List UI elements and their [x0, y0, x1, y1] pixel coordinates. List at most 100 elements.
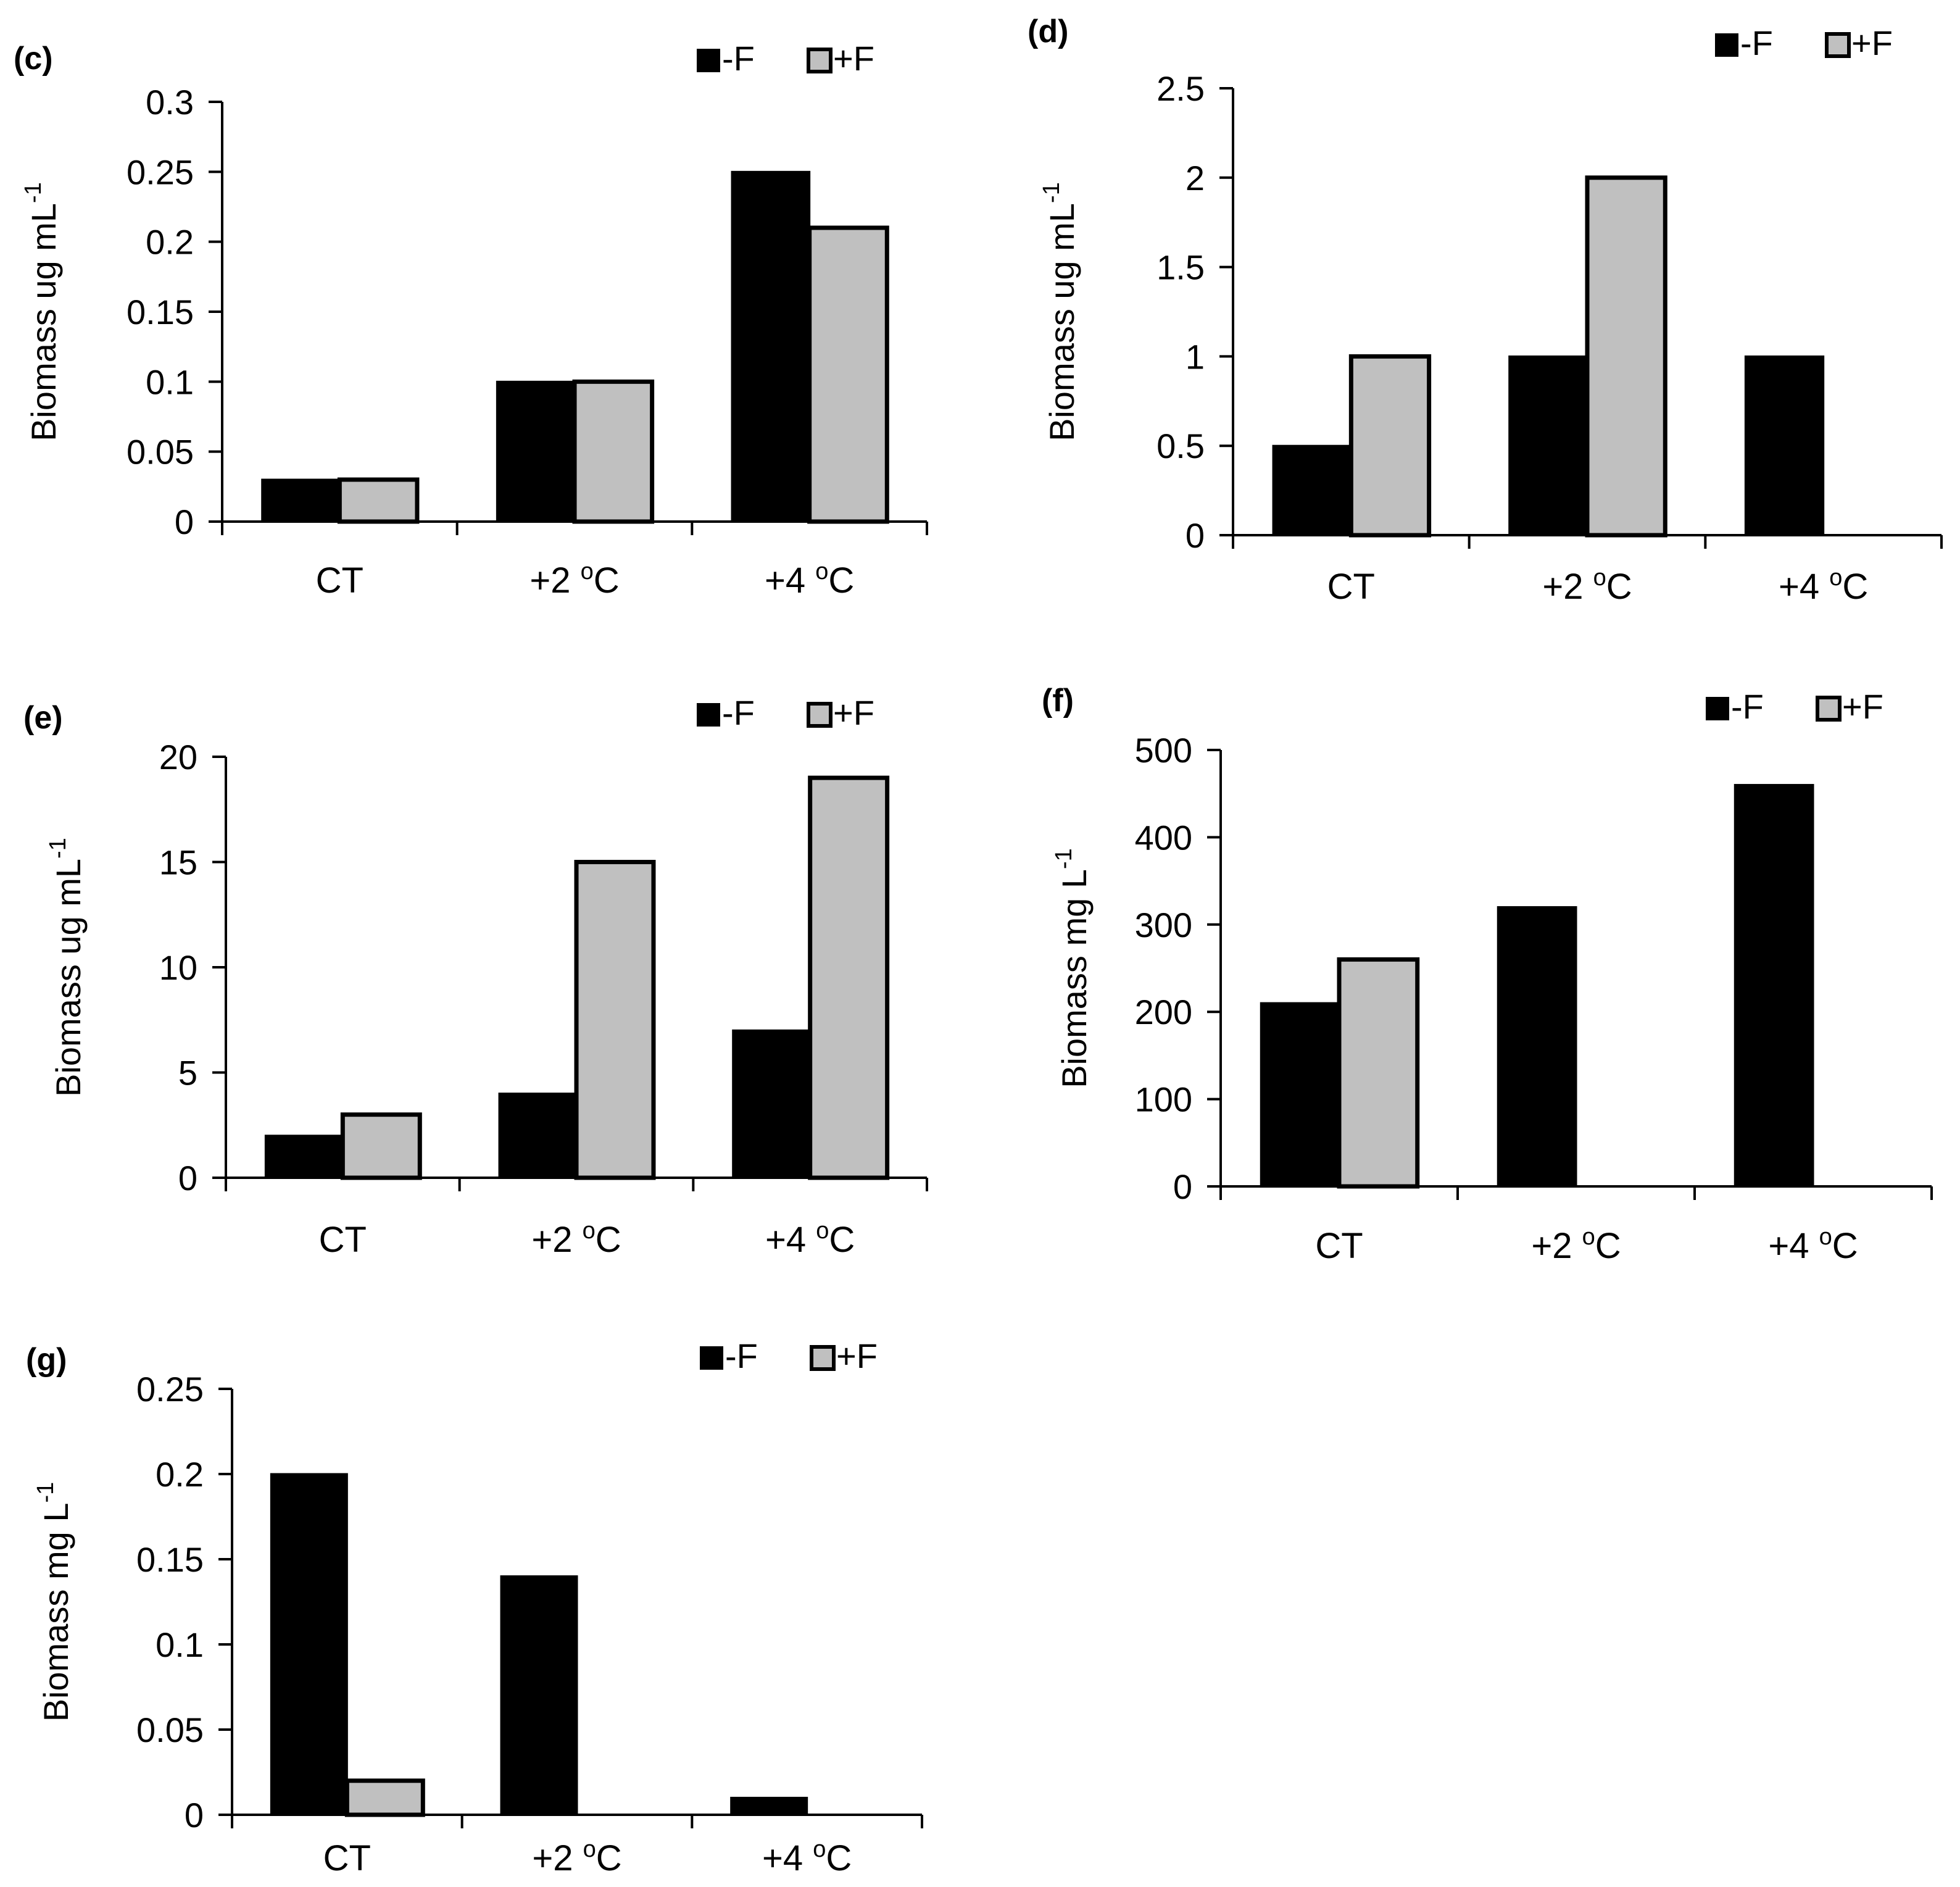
y-tick-label: 0.5	[1156, 427, 1205, 465]
y-tick-label: 2.5	[1156, 69, 1205, 108]
legend-swatch-minus-f	[697, 703, 720, 727]
legend-label: -F	[725, 1336, 758, 1375]
bar-plus-f-plus4	[807, 225, 889, 524]
bar-minus-f-plus4	[730, 1796, 808, 1816]
legend: -F +F	[1715, 23, 1893, 62]
panel-label: (g)	[26, 1342, 67, 1378]
bar-plus-f-plus4	[808, 775, 890, 1180]
category-label: +4 oC	[1779, 565, 1868, 607]
y-tick-label: 0.15	[136, 1540, 204, 1579]
bar-plus-f-ct	[340, 1112, 422, 1180]
panel-label: (e)	[23, 700, 63, 736]
y-tick-label: 0.25	[136, 1370, 204, 1409]
y-tick-label: 0	[1173, 1167, 1192, 1206]
legend-swatch-plus-f	[810, 1345, 836, 1371]
chart-panel-d: (d) CT +2 oC +4 oC 0 0.5 1 1.5 2 2.5 Biomass ug mL…	[1028, 14, 1943, 607]
legend-label: +F	[833, 693, 874, 732]
category-label: CT	[319, 1220, 367, 1260]
y-tick-label: 0	[1186, 516, 1205, 555]
y-tick-label: 0.05	[127, 433, 194, 472]
y-axis-label: Biomass ug mL-1	[1039, 182, 1081, 441]
bar-minus-f-plus4	[732, 1029, 812, 1179]
category-label: CT	[323, 1838, 371, 1878]
y-tick-label: 0.15	[127, 293, 194, 331]
legend: -F +F	[1706, 687, 1883, 726]
bar-minus-f-plus2	[1497, 906, 1577, 1188]
category-label: +2 oC	[531, 1218, 621, 1260]
legend-label: +F	[1851, 23, 1893, 62]
legend-label: +F	[833, 39, 874, 78]
category-label: +2 oC	[529, 559, 619, 601]
y-tick-label: 0.3	[146, 83, 194, 122]
bar-minus-f-plus4	[1744, 355, 1825, 536]
category-label: +4 oC	[762, 1836, 852, 1878]
legend-label: +F	[1842, 687, 1883, 726]
bar-minus-f-ct	[261, 478, 341, 523]
y-tick-label: 0	[175, 502, 194, 541]
y-tick-label: 0.2	[156, 1455, 204, 1494]
legend-swatch-plus-f	[1825, 32, 1851, 58]
panel-label: (f)	[1042, 683, 1074, 719]
category-label: +2 oC	[1531, 1224, 1621, 1266]
category-label: CT	[316, 560, 363, 601]
y-tick-label: 15	[159, 843, 197, 882]
y-tick-label: 0.05	[136, 1710, 204, 1749]
y-tick-label: 2	[1186, 159, 1205, 198]
legend-swatch-plus-f	[807, 48, 833, 73]
bar-minus-f-ct	[264, 1135, 344, 1179]
category-label: +2 oC	[1542, 565, 1632, 607]
category-label: CT	[1327, 567, 1375, 607]
bar-plus-f-plus2	[572, 379, 655, 524]
legend: -F +F	[697, 693, 874, 732]
chart-panel-g: (g) CT +2 oC +4 oC 0 0.05 0.1 0.15 0.2 0.25 Biomas…	[26, 1336, 923, 1878]
y-axis-label: Biomass ug mL-1	[20, 182, 63, 441]
y-tick-label: 400	[1135, 818, 1192, 857]
y-tick-label: 100	[1135, 1080, 1192, 1119]
category-label: +2 oC	[532, 1836, 621, 1878]
y-tick-label: 500	[1135, 731, 1192, 770]
y-tick-label: 200	[1135, 993, 1192, 1031]
category-label: +4 oC	[765, 1218, 855, 1260]
bar-minus-f-ct	[270, 1473, 348, 1816]
legend-swatch-plus-f	[1816, 696, 1842, 722]
bar-minus-f-plus2	[496, 380, 576, 523]
y-tick-label: 0.1	[156, 1625, 204, 1664]
category-label: CT	[1315, 1226, 1363, 1266]
legend-label: -F	[1740, 23, 1773, 62]
y-tick-label: 1.5	[1156, 248, 1205, 287]
y-tick-label: 0	[178, 1159, 197, 1198]
y-tick-label: 0.25	[127, 152, 194, 191]
chart-panel-f: (f) CT +2 oC +4 oC 0 100 200 300 400 500 Biomass m…	[1042, 683, 1933, 1266]
bar-minus-f-plus2	[498, 1093, 578, 1179]
y-axis-label: Biomass mg L-1	[33, 1482, 75, 1722]
legend-label: +F	[836, 1336, 878, 1375]
category-label: +4 oC	[765, 559, 854, 601]
legend-label: -F	[722, 39, 755, 78]
bar-minus-f-plus2	[1508, 355, 1588, 536]
bar-minus-f-plus2	[500, 1575, 578, 1816]
bar-plus-f-ct	[1348, 354, 1432, 538]
y-tick-label: 5	[178, 1054, 197, 1093]
bar-plus-f-ct	[337, 477, 420, 524]
bar-plus-f-plus2	[1585, 175, 1667, 538]
legend-swatch-minus-f	[697, 49, 720, 72]
y-tick-label: 20	[159, 738, 197, 777]
y-tick-label: 10	[159, 948, 197, 987]
legend: -F +F	[700, 1336, 878, 1375]
y-tick-label: 0	[185, 1796, 204, 1835]
y-tick-label: 0.1	[146, 362, 194, 401]
y-tick-label: 300	[1135, 906, 1192, 944]
legend-swatch-minus-f	[1715, 33, 1738, 57]
bar-plus-f-ct	[344, 1778, 425, 1817]
legend-label: -F	[1731, 687, 1764, 726]
legend-swatch-minus-f	[1706, 697, 1729, 720]
bar-minus-f-ct	[1272, 444, 1352, 536]
panel-label: (c)	[14, 41, 53, 77]
bar-plus-f-ct	[1337, 957, 1420, 1189]
legend-swatch-minus-f	[700, 1346, 723, 1370]
legend-swatch-plus-f	[807, 702, 833, 728]
y-tick-label: 0.2	[146, 223, 194, 262]
category-label: +4 oC	[1768, 1224, 1858, 1266]
bar-minus-f-ct	[1260, 1002, 1340, 1188]
